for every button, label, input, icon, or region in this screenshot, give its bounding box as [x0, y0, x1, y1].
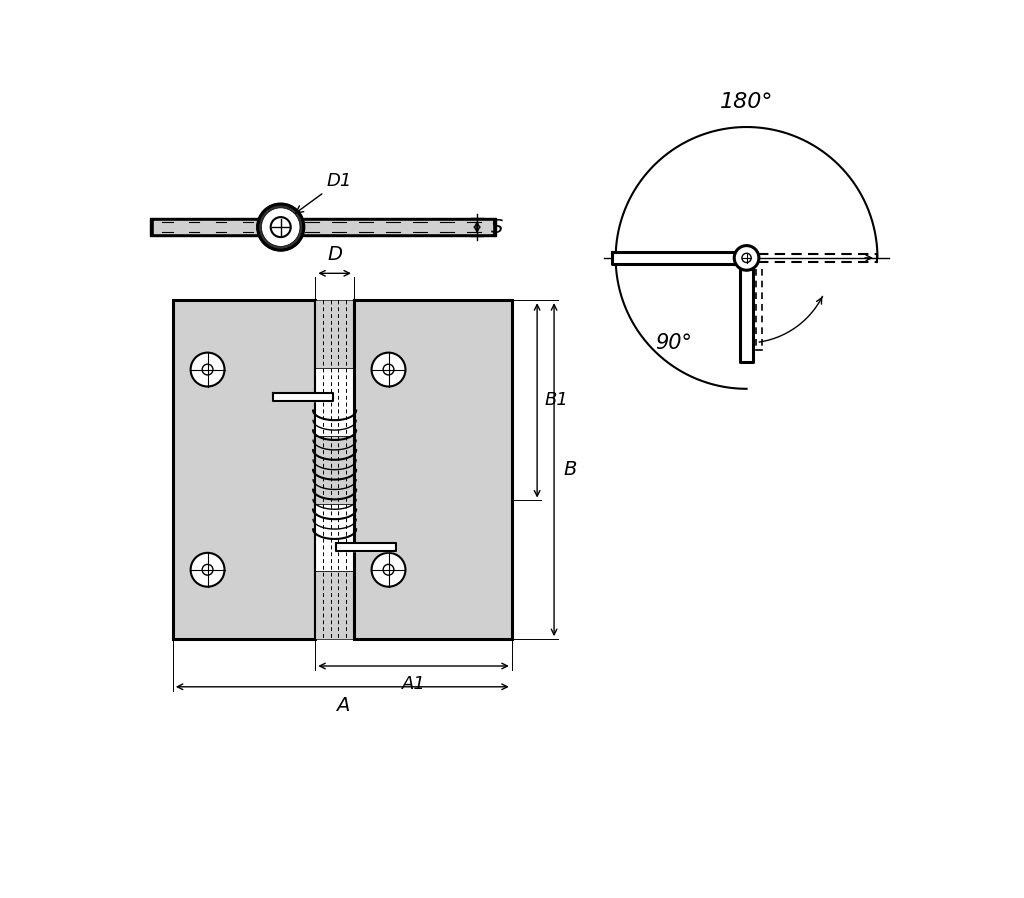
Text: 90°: 90°: [655, 332, 692, 353]
Text: A1: A1: [401, 675, 426, 693]
Polygon shape: [315, 300, 354, 368]
Polygon shape: [354, 300, 512, 639]
Circle shape: [383, 365, 394, 375]
Circle shape: [261, 207, 300, 246]
Circle shape: [190, 353, 224, 386]
Circle shape: [742, 253, 752, 262]
Circle shape: [190, 553, 224, 586]
Circle shape: [258, 204, 304, 251]
Circle shape: [270, 217, 291, 237]
Polygon shape: [273, 392, 333, 401]
Polygon shape: [740, 269, 753, 362]
Text: A: A: [336, 696, 349, 715]
Text: B1: B1: [545, 392, 568, 409]
Circle shape: [734, 245, 759, 270]
Polygon shape: [611, 251, 735, 264]
Polygon shape: [315, 571, 354, 639]
Text: D: D: [327, 245, 342, 264]
Circle shape: [372, 353, 406, 386]
Circle shape: [372, 553, 406, 586]
Text: S: S: [490, 217, 503, 236]
Circle shape: [202, 564, 213, 575]
Polygon shape: [315, 436, 354, 504]
Polygon shape: [173, 300, 315, 639]
Polygon shape: [336, 542, 396, 551]
Circle shape: [383, 564, 394, 575]
Text: B: B: [563, 460, 577, 480]
Text: 180°: 180°: [720, 92, 773, 111]
Text: D1: D1: [296, 172, 352, 213]
Polygon shape: [315, 368, 354, 436]
Circle shape: [202, 365, 213, 375]
Polygon shape: [315, 504, 354, 571]
